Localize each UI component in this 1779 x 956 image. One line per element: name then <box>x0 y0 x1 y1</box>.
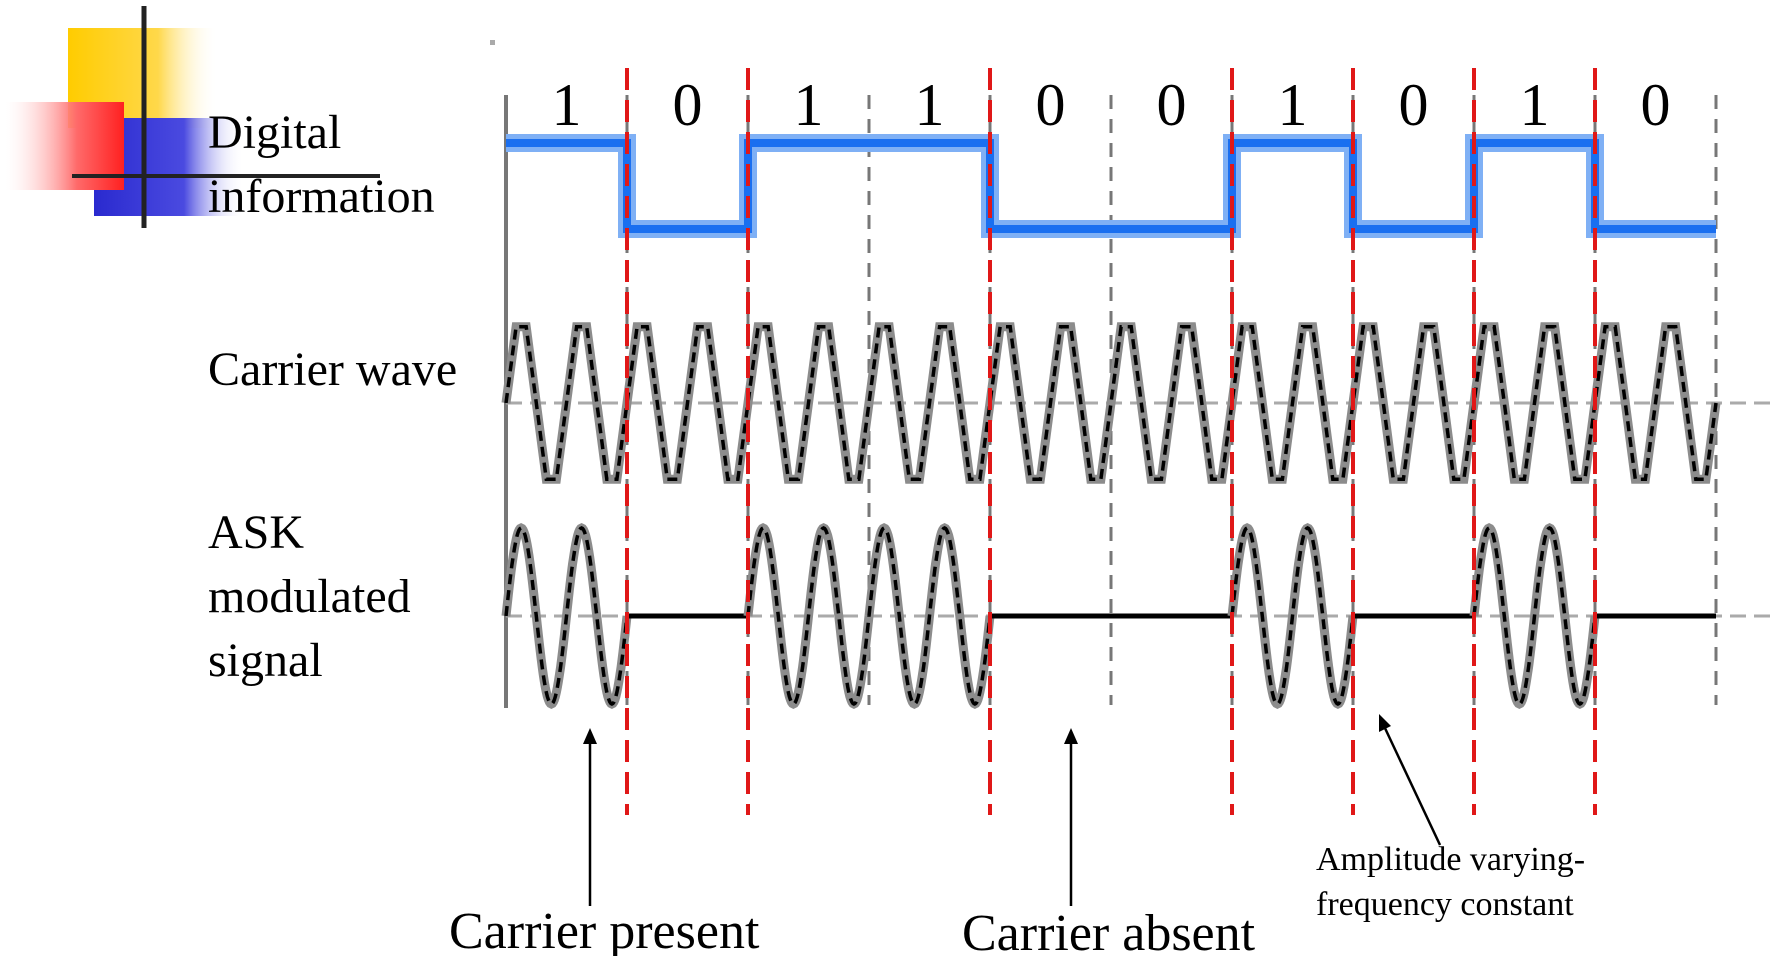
ask-burst-0 <box>504 526 629 706</box>
bit-label-5: 0 <box>1157 72 1187 138</box>
ask-burst-8 <box>1472 526 1597 706</box>
bit-label-2: 1 <box>794 72 824 138</box>
amplitude-label-line1: Amplitude varying- <box>1316 841 1585 878</box>
carrier-wave-label: Carrier wave <box>208 343 457 396</box>
arrow-head-carrier-absent <box>1064 728 1078 744</box>
digital-signal <box>506 134 1716 238</box>
arrow-head-amplitude <box>1379 714 1391 732</box>
transition-markers <box>625 68 1597 815</box>
arrow-head-carrier-present <box>583 728 597 744</box>
bit-label-0: 1 <box>552 72 582 138</box>
bit-label-1: 0 <box>673 72 703 138</box>
annotation-arrows <box>583 714 1442 906</box>
bit-label-3: 1 <box>915 72 945 138</box>
ask-burst-3 <box>867 526 992 706</box>
arrow-amplitude <box>1382 725 1442 846</box>
bit-label-9: 0 <box>1641 72 1671 138</box>
amplitude-label-line2: frequency constant <box>1316 886 1574 923</box>
carrier-wave-curve-shadow <box>501 322 1721 484</box>
carrier-absent-label: Carrier absent <box>962 905 1256 956</box>
ask-burst-2 <box>746 526 871 706</box>
ask-burst-6 <box>1230 526 1355 706</box>
digital-info-label-line2: information <box>208 170 435 223</box>
bit-label-8: 1 <box>1520 72 1550 138</box>
ask-signal <box>501 522 1716 710</box>
ask-label-line1: ASK <box>208 506 304 559</box>
ask-label-line2: modulated <box>208 570 411 623</box>
digital-signal-line <box>506 139 1716 233</box>
carrier-present-label: Carrier present <box>449 903 760 956</box>
bit-label-7: 0 <box>1399 72 1429 138</box>
slide-logo <box>6 6 495 228</box>
bit-labels: 1 0 1 1 0 0 1 0 1 0 <box>552 72 1671 138</box>
ask-label-line3: signal <box>208 634 323 687</box>
carrier-wave <box>501 322 1721 484</box>
bit-label-4: 0 <box>1036 72 1066 138</box>
bit-label-6: 1 <box>1278 72 1308 138</box>
digital-info-label-line1: Digital <box>208 106 341 159</box>
